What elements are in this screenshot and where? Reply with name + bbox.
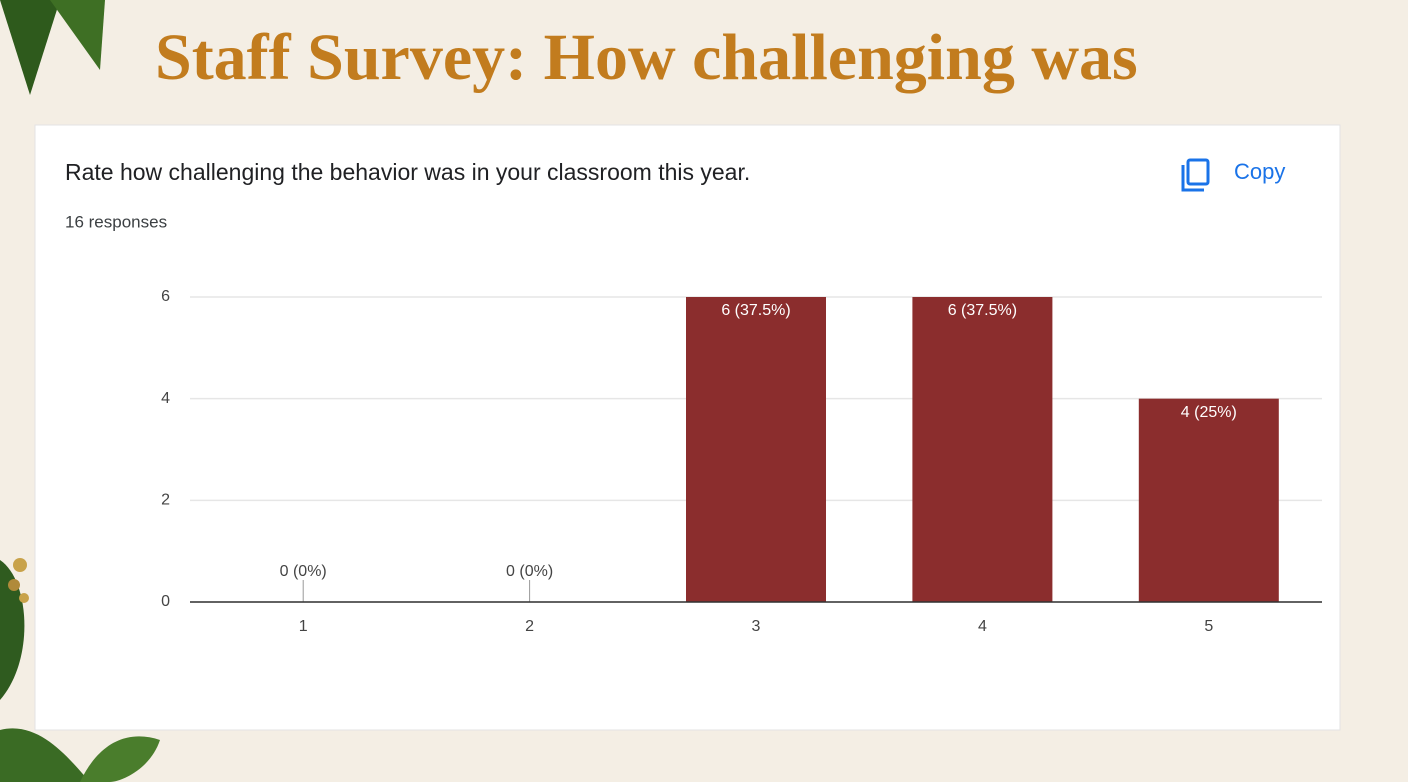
value-label: 0 (0%) [280,563,327,580]
copy-icon [1186,158,1210,186]
leaf-decoration [0,0,160,782]
copy-label[interactable]: Copy [1234,159,1285,184]
x-tick-label: 1 [299,618,308,635]
value-label: 6 (37.5%) [721,302,790,319]
copy-button[interactable]: Copy [1181,158,1285,192]
value-label: 6 (37.5%) [948,302,1017,319]
x-tick-label: 5 [1204,618,1213,635]
bar [686,297,826,602]
y-tick-label: 4 [161,390,170,407]
chart-subtitle: 16 responses [65,212,167,231]
copy-icon [1181,165,1204,192]
value-label: 4 (25%) [1181,404,1237,421]
x-tick-label: 4 [978,618,987,635]
x-tick-label: 2 [525,618,534,635]
y-tick-label: 0 [161,593,170,610]
chart-title: Rate how challenging the behavior was in… [65,159,750,185]
y-tick-label: 2 [161,492,170,509]
x-tick-label: 3 [752,618,761,635]
y-tick-label: 6 [161,288,170,305]
bar [912,297,1053,602]
value-label: 0 (0%) [506,563,553,580]
slide-title: Staff Survey: How challenging was [155,21,1138,94]
bar [1138,398,1279,602]
